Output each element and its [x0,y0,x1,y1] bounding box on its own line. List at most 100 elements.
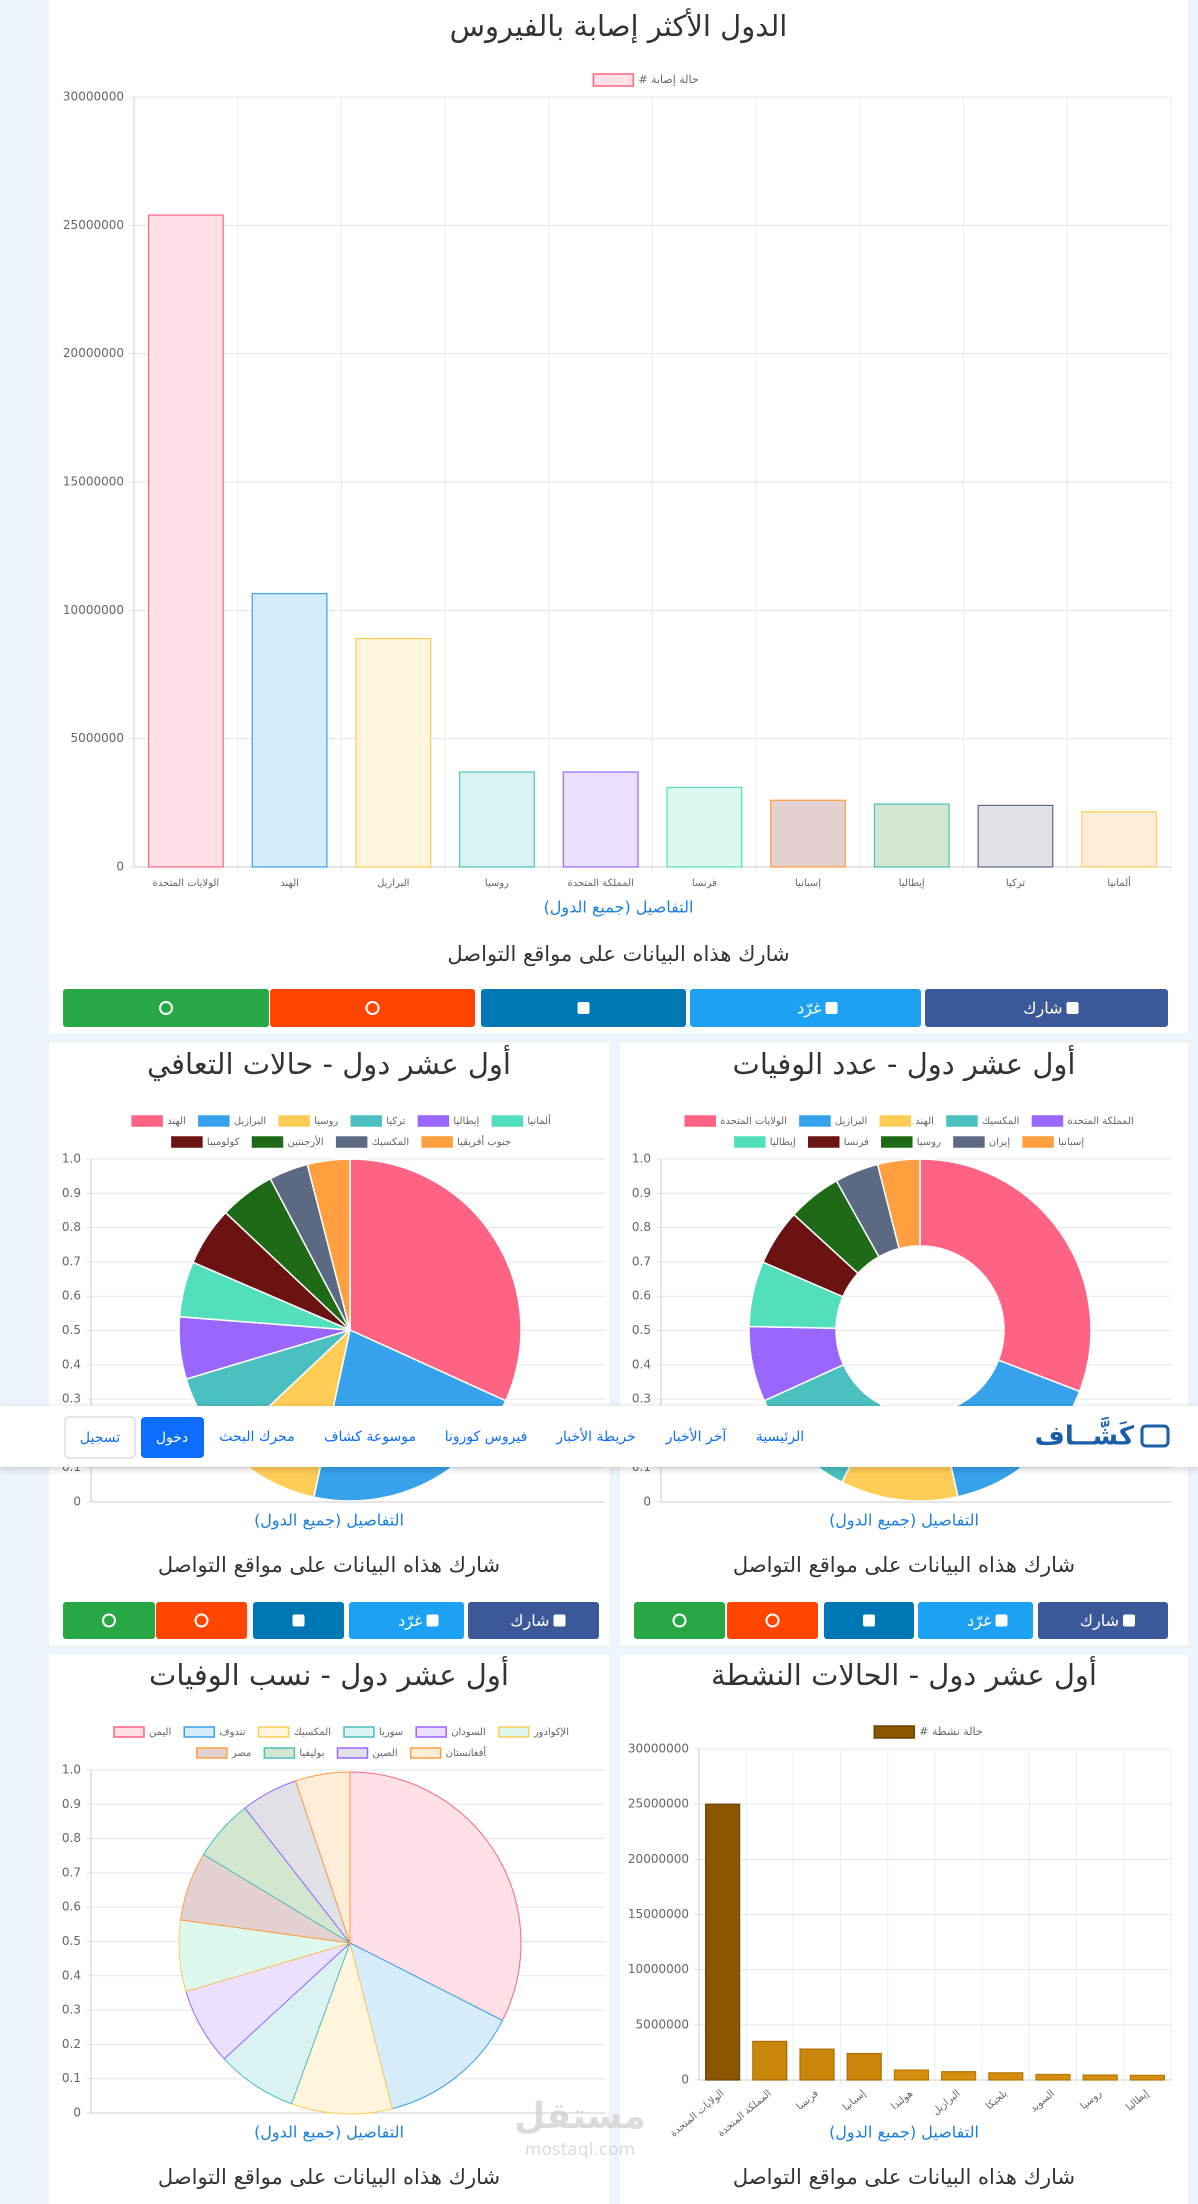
share-button-facebook[interactable]: شارك [1038,1602,1168,1639]
share-icon [825,1002,838,1014]
pie-slice [919,1158,1092,1393]
nav-link[interactable]: آخر الأخبار [665,1427,728,1445]
legend-label: المكسيك [293,1727,331,1738]
bar [770,799,846,868]
share-button-label: غرّد [967,1611,991,1631]
legend-swatch [198,1115,230,1127]
bar [705,1803,741,2081]
legend-item: الهند [879,1115,934,1127]
legend-swatch [415,1726,447,1738]
legend-item: فرنسا [807,1136,869,1148]
legend-item: السودان [415,1726,486,1738]
share-button-twitter[interactable]: غرّد [918,1602,1033,1639]
y-tick-label: 0.8 [632,1220,651,1234]
bar [977,804,1054,868]
share-button-reddit[interactable] [270,989,475,1027]
chart-title: أول عشر دول - حالات التعافي [147,1044,511,1082]
share-button-linkedin[interactable] [253,1602,344,1639]
legend-label: جنوب أفريقيا [457,1135,511,1148]
share-icon [1123,1614,1135,1627]
watermark-name: مستقل [514,2096,646,2137]
y-tick-label: 0.6 [632,1289,651,1303]
share-icon [426,1614,439,1627]
bar [459,771,535,868]
legend-label: روسيا [917,1137,941,1148]
y-tick-label: 0.4 [62,1968,81,1982]
details-link[interactable]: التفاصيل (جميع الدول) [544,898,694,918]
legend-swatch [336,1747,369,1759]
register-button[interactable]: تسجيل [80,1430,120,1446]
legend-label: الهند [167,1116,186,1127]
share-button-twitter[interactable]: غرّد [690,989,921,1027]
pie-slice [306,1158,351,1331]
login-button[interactable]: دخول [156,1430,188,1446]
legend-item: جنوب أفريقيا [421,1135,511,1148]
legend-label: الهند [915,1116,934,1127]
legend-item: # حالة نشطة [873,1725,983,1739]
legend-label: # حالة نشطة [919,1725,982,1738]
details-link[interactable]: التفاصيل (جميع الدول) [254,2123,404,2143]
details-link[interactable]: التفاصيل (جميع الدول) [829,1511,979,1531]
y-tick-label: 0 [681,2073,689,2087]
share-button-linkedin[interactable] [824,1602,914,1639]
legend-label: إيران [989,1137,1010,1148]
share-button-linkedin[interactable] [481,989,686,1027]
share-button-twitter[interactable]: غرّد [349,1602,464,1639]
nav-link[interactable]: موسوعة كشاف [324,1429,416,1445]
share-button-whatsapp[interactable] [634,1602,725,1639]
y-tick-label: 0.2 [62,2037,81,2051]
legend-item: المكسيك [946,1115,1019,1127]
nav-link[interactable]: محرك البحث [219,1429,294,1445]
legend-item: أفغانستان [409,1746,486,1759]
legend-label: البرازيل [835,1116,867,1127]
navbar: كَشَّــاف الرئيسية آخر الأخبار خريطة الأخبا… [0,1406,1198,1467]
legend-item: إسبانيا [1022,1136,1084,1148]
legend-swatch [417,1115,450,1127]
legend-swatch [807,1136,840,1148]
legend-swatch [497,1726,530,1738]
share-button-label: شارك [1080,1611,1119,1631]
watermark-domain: mostaql.com [525,2140,635,2160]
y-tick-label: 0 [116,860,124,874]
logo[interactable]: كَشَّــاف [1035,1416,1135,1451]
legend-item: الهند [131,1115,186,1127]
bar [846,2052,882,2081]
y-tick-label: 0.9 [62,1797,81,1811]
details-link[interactable]: التفاصيل (جميع الدول) [254,1511,404,1531]
nav-link[interactable]: خريطة الأخبار [555,1427,636,1445]
share-button-reddit[interactable] [156,1602,247,1639]
x-tick-label: إسبانيا [795,878,821,889]
share-button-facebook[interactable]: شارك [925,989,1168,1027]
share-icon [159,1001,173,1015]
legend-item: تندوف [183,1726,246,1738]
legend-label: إيطاليا [453,1116,479,1127]
nav-link[interactable]: فيروس كورونا [445,1429,528,1445]
details-link[interactable]: التفاصيل (جميع الدول) [829,2123,979,2143]
legend-label: الولايات المتحدة [720,1116,787,1127]
legend-item: اليمن [113,1726,171,1738]
share-button-reddit[interactable] [727,1602,818,1639]
share-button-whatsapp[interactable] [63,1602,155,1639]
share-button-whatsapp[interactable] [63,989,269,1027]
y-tick-label: 0.3 [62,2003,81,2017]
share-icon [553,1614,566,1627]
nav-link[interactable]: الرئيسية [756,1429,804,1445]
share-button-facebook[interactable]: شارك [468,1602,599,1639]
y-tick-label: 0.5 [62,1323,81,1337]
share-button-bg [270,989,475,1027]
bar [1035,2073,1071,2081]
y-tick-label: 25000000 [63,218,124,232]
y-tick-label: 5000000 [71,731,124,745]
y-tick-label: 0.1 [62,2071,81,2085]
y-tick-label: 0.4 [62,1357,81,1371]
bar [893,2069,929,2081]
pie-slice [876,1158,921,1250]
legend-item: المكسيك [257,1726,331,1738]
bar [666,786,743,868]
y-tick-label: 0 [73,1495,81,1509]
share-button-bg [1038,1602,1168,1639]
y-tick-label: 0.4 [632,1357,651,1371]
share-button-label: غرّد [797,999,821,1019]
legend-item: المكسيك [335,1136,409,1148]
